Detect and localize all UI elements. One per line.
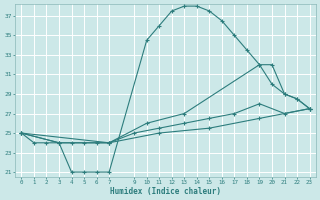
X-axis label: Humidex (Indice chaleur): Humidex (Indice chaleur) — [110, 187, 221, 196]
